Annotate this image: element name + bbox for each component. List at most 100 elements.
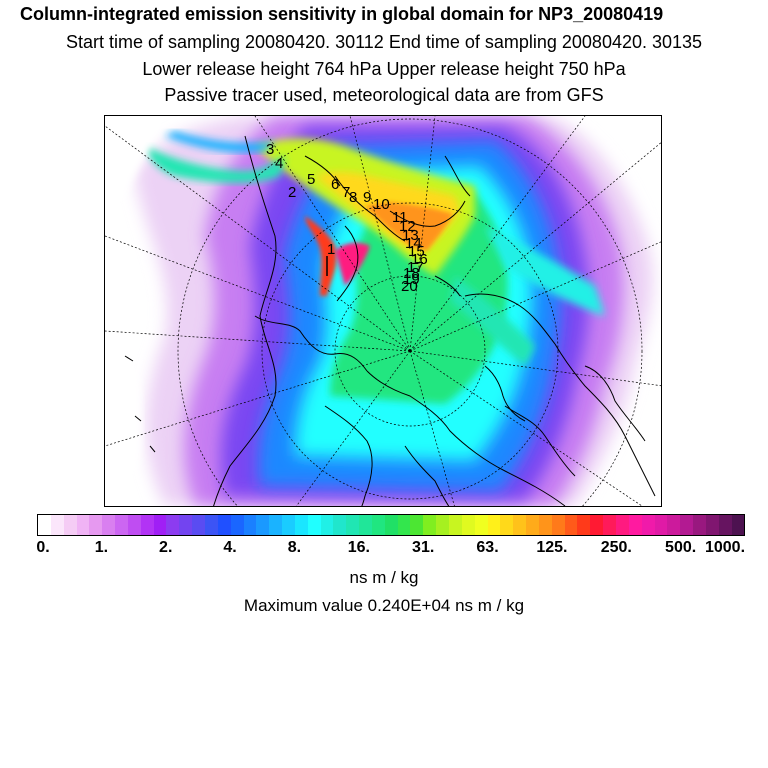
colorbar-swatch [192, 515, 205, 535]
colorbar-swatch [256, 515, 270, 535]
colorbar-swatch [102, 515, 116, 535]
trajectory-label: 15 [408, 243, 425, 260]
colorbar-swatch [449, 515, 462, 535]
colorbar-swatch [217, 515, 231, 535]
colorbar-swatch [282, 515, 295, 535]
trajectory-label: 20 [401, 278, 418, 295]
colorbar-swatch [526, 515, 539, 535]
colorbar-swatch [667, 515, 681, 535]
trajectory-label: 11 [392, 209, 408, 226]
colorbar-swatch [551, 515, 565, 535]
colorbar-swatch [153, 515, 167, 535]
colorbar-swatch [513, 515, 527, 535]
colorbar-tick-label: 4. [223, 539, 237, 556]
trajectory-label: 19 [403, 271, 420, 288]
colorbar-swatch [63, 515, 77, 535]
release-heights: Lower release height 764 hPa Upper relea… [142, 59, 626, 79]
trajectory-label: 3 [266, 141, 274, 158]
colorbar-swatch [320, 515, 334, 535]
colorbar-swatch [127, 515, 141, 535]
colorbar-swatch [140, 515, 154, 535]
trajectory-label: 13 [402, 227, 419, 244]
colorbar-tick-label: 31. [412, 539, 435, 556]
trajectory-label: 12 [399, 218, 416, 235]
colorbar-swatch [705, 515, 719, 535]
trajectory-markers: 1 2 3 4 5 6 7 8 9 10 11 12 13 14 15 16 1… [266, 141, 428, 295]
colorbar-tick-label: 500. [665, 539, 697, 556]
colorbar-swatch [680, 515, 694, 535]
colorbar-tick-label: 0. [36, 539, 50, 556]
colorbar-swatch [436, 515, 449, 535]
colorbar-swatch [179, 515, 193, 535]
maximum-value: Maximum value 0.240E+04 ns m / kg [243, 596, 525, 615]
plot-title: Column-integrated emission sensitivity i… [20, 4, 664, 24]
colorbar-swatch [564, 515, 578, 535]
colorbar [37, 514, 745, 536]
trajectory-label: 10 [373, 196, 390, 213]
trajectory-label: 9 [363, 189, 371, 206]
colorbar-swatch [474, 515, 488, 535]
colorbar-swatch [333, 515, 347, 535]
trajectory-label: 16 [411, 251, 428, 268]
sensitivity-field [105, 116, 653, 506]
trajectory-label: 4 [275, 155, 283, 172]
colorbar-swatch [115, 515, 128, 535]
colorbar-swatch [307, 515, 321, 535]
trajectory-label: 1 [327, 241, 335, 258]
colorbar-tick-label: 1000. [704, 539, 746, 556]
colorbar-swatch [38, 515, 51, 535]
trajectory-label: 5 [307, 171, 315, 188]
colorbar-swatch [590, 515, 604, 535]
sampling-times: Start time of sampling 20080420. 30112 E… [65, 32, 703, 52]
tracer-note: Passive tracer used, meteorological data… [164, 85, 604, 105]
colorbar-swatch [487, 515, 501, 535]
colorbar-swatch [538, 515, 552, 535]
colorbar-swatch [294, 515, 308, 535]
colorbar-swatch [461, 515, 475, 535]
colorbar-units: ns m / kg [349, 568, 419, 587]
trajectory-label: 17 [407, 259, 424, 276]
colorbar-swatch [371, 515, 385, 535]
colorbar-swatch [359, 515, 372, 535]
coastlines [124, 135, 656, 506]
colorbar-swatch [410, 515, 424, 535]
colorbar-swatch [346, 515, 360, 535]
trajectory-label: 7 [342, 184, 350, 201]
colorbar-tick-label: 250. [600, 539, 632, 556]
colorbar-swatch [603, 515, 616, 535]
sensitivity-map: 1 2 3 4 5 6 7 8 9 10 11 12 13 14 15 16 1… [104, 115, 662, 507]
trajectory-label: 14 [405, 235, 422, 252]
colorbar-tick-label: 63. [476, 539, 499, 556]
colorbar-tick-label: 8. [287, 539, 302, 556]
colorbar-swatch [243, 515, 257, 535]
colorbar-swatch [628, 515, 642, 535]
colorbar-swatch [731, 515, 745, 535]
colorbar-swatch [89, 515, 103, 535]
trajectory-label: 18 [403, 265, 420, 282]
colorbar-swatch [615, 515, 629, 535]
colorbar-swatch [693, 515, 706, 535]
colorbar-swatch [423, 515, 437, 535]
trajectory-label: 8 [349, 189, 357, 206]
graticule [105, 116, 661, 506]
colorbar-swatch [230, 515, 244, 535]
trajectory-label: 6 [331, 176, 339, 193]
colorbar-swatch [166, 515, 180, 535]
colorbar-swatch [500, 515, 514, 535]
colorbar-swatch [269, 515, 283, 535]
colorbar-swatch [641, 515, 655, 535]
colorbar-tick-label: 125. [536, 539, 568, 556]
colorbar-swatch [50, 515, 64, 535]
colorbar-swatch [397, 515, 411, 535]
colorbar-tick-label: 1. [94, 539, 109, 556]
colorbar-swatch [76, 515, 90, 535]
colorbar-swatch [204, 515, 218, 535]
trajectory-label: 2 [288, 184, 296, 201]
map-canvas: 1 2 3 4 5 6 7 8 9 10 11 12 13 14 15 16 1… [105, 116, 661, 506]
colorbar-swatch [577, 515, 591, 535]
colorbar-tick-label: 2. [159, 539, 173, 556]
colorbar-swatch [384, 515, 398, 535]
colorbar-swatch [654, 515, 668, 535]
colorbar-tick-label: 16. [347, 539, 370, 556]
colorbar-swatch [718, 515, 732, 535]
